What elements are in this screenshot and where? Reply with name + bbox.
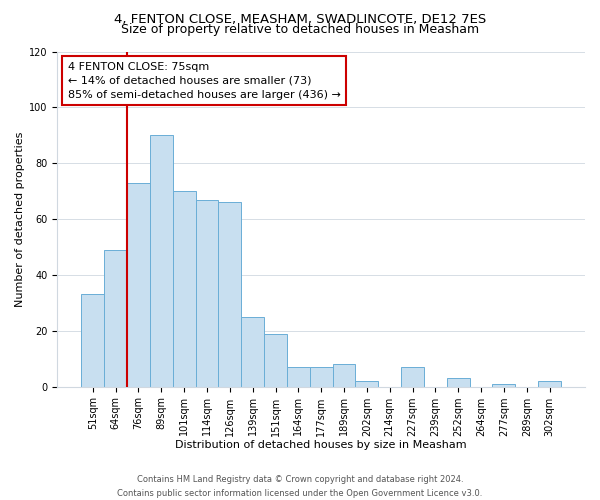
Text: 4, FENTON CLOSE, MEASHAM, SWADLINCOTE, DE12 7ES: 4, FENTON CLOSE, MEASHAM, SWADLINCOTE, D… xyxy=(114,12,486,26)
Bar xyxy=(447,378,470,386)
Bar xyxy=(218,202,241,386)
Text: Contains HM Land Registry data © Crown copyright and database right 2024.
Contai: Contains HM Land Registry data © Crown c… xyxy=(118,476,482,498)
Bar xyxy=(310,367,332,386)
Text: Size of property relative to detached houses in Measham: Size of property relative to detached ho… xyxy=(121,22,479,36)
Bar xyxy=(150,136,173,386)
Y-axis label: Number of detached properties: Number of detached properties xyxy=(15,132,25,306)
Bar xyxy=(401,367,424,386)
Bar xyxy=(104,250,127,386)
X-axis label: Distribution of detached houses by size in Measham: Distribution of detached houses by size … xyxy=(175,440,467,450)
Bar xyxy=(493,384,515,386)
Bar xyxy=(173,191,196,386)
Text: 4 FENTON CLOSE: 75sqm
← 14% of detached houses are smaller (73)
85% of semi-deta: 4 FENTON CLOSE: 75sqm ← 14% of detached … xyxy=(68,62,341,100)
Bar xyxy=(127,183,150,386)
Bar xyxy=(538,381,561,386)
Bar xyxy=(241,317,264,386)
Bar xyxy=(264,334,287,386)
Bar xyxy=(287,367,310,386)
Bar xyxy=(82,294,104,386)
Bar xyxy=(332,364,355,386)
Bar xyxy=(196,200,218,386)
Bar xyxy=(355,381,378,386)
